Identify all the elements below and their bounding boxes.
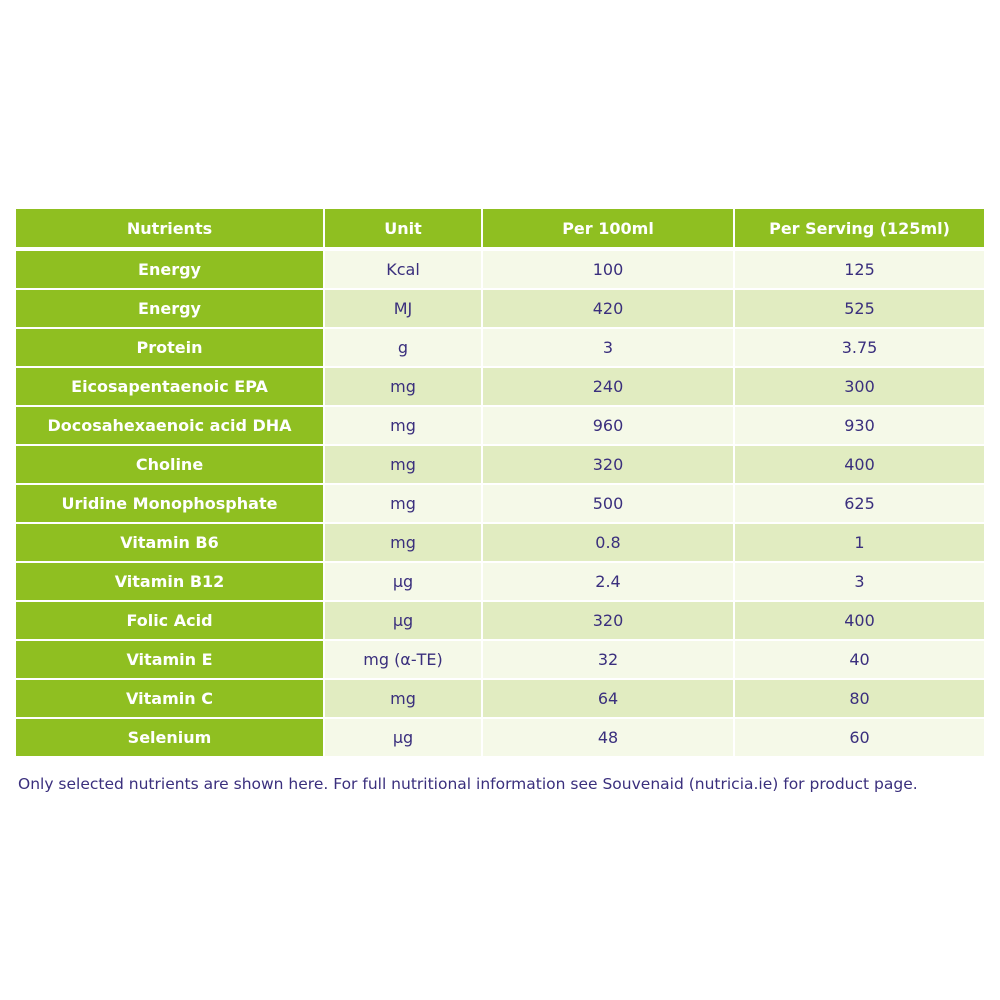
per-100ml-cell: 320 — [483, 602, 735, 641]
table-header-row: Nutrients Unit Per 100ml Per Serving (12… — [16, 209, 984, 251]
per-100ml-cell: 240 — [483, 368, 735, 407]
per-serving-cell: 300 — [735, 368, 984, 407]
header-per-serving: Per Serving (125ml) — [735, 209, 984, 251]
footnote: Only selected nutrients are shown here. … — [18, 775, 918, 793]
nutrition-table: Nutrients Unit Per 100ml Per Serving (12… — [16, 209, 984, 758]
nutrition-table-container: Nutrients Unit Per 100ml Per Serving (12… — [16, 209, 984, 758]
table-row: Selenium µg 48 60 — [16, 719, 984, 758]
nutrient-cell: Energy — [16, 251, 325, 290]
per-serving-cell: 400 — [735, 602, 984, 641]
nutrient-cell: Vitamin C — [16, 680, 325, 719]
per-100ml-cell: 0.8 — [483, 524, 735, 563]
unit-cell: Kcal — [325, 251, 483, 290]
per-100ml-cell: 64 — [483, 680, 735, 719]
per-serving-cell: 3 — [735, 563, 984, 602]
per-serving-cell: 3.75 — [735, 329, 984, 368]
per-serving-cell: 60 — [735, 719, 984, 758]
nutrient-cell: Uridine Monophosphate — [16, 485, 325, 524]
nutrient-cell: Folic Acid — [16, 602, 325, 641]
nutrient-cell: Energy — [16, 290, 325, 329]
per-100ml-cell: 32 — [483, 641, 735, 680]
nutrient-cell: Selenium — [16, 719, 325, 758]
unit-cell: mg — [325, 446, 483, 485]
header-per-100ml: Per 100ml — [483, 209, 735, 251]
unit-cell: g — [325, 329, 483, 368]
per-100ml-cell: 500 — [483, 485, 735, 524]
table-row: Protein g 3 3.75 — [16, 329, 984, 368]
unit-cell: mg (α-TE) — [325, 641, 483, 680]
nutrient-cell: Protein — [16, 329, 325, 368]
table-row: Uridine Monophosphate mg 500 625 — [16, 485, 984, 524]
per-serving-cell: 80 — [735, 680, 984, 719]
per-100ml-cell: 2.4 — [483, 563, 735, 602]
table-row: Eicosapentaenoic EPA mg 240 300 — [16, 368, 984, 407]
unit-cell: µg — [325, 563, 483, 602]
per-serving-cell: 1 — [735, 524, 984, 563]
per-100ml-cell: 420 — [483, 290, 735, 329]
unit-cell: mg — [325, 524, 483, 563]
table-body: Energy Kcal 100 125 Energy MJ 420 525 Protein g 3 3… — [16, 251, 984, 758]
unit-cell: mg — [325, 407, 483, 446]
unit-cell: mg — [325, 485, 483, 524]
per-100ml-cell: 960 — [483, 407, 735, 446]
nutrient-cell: Vitamin B12 — [16, 563, 325, 602]
per-serving-cell: 125 — [735, 251, 984, 290]
nutrient-cell: Docosahexaenoic acid DHA — [16, 407, 325, 446]
unit-cell: µg — [325, 719, 483, 758]
table-row: Docosahexaenoic acid DHA mg 960 930 — [16, 407, 984, 446]
nutrient-cell: Choline — [16, 446, 325, 485]
header-unit: Unit — [325, 209, 483, 251]
nutrient-cell: Vitamin B6 — [16, 524, 325, 563]
unit-cell: mg — [325, 680, 483, 719]
per-100ml-cell: 3 — [483, 329, 735, 368]
per-serving-cell: 400 — [735, 446, 984, 485]
table-row: Energy Kcal 100 125 — [16, 251, 984, 290]
nutrient-cell: Eicosapentaenoic EPA — [16, 368, 325, 407]
header-nutrients: Nutrients — [16, 209, 325, 251]
per-serving-cell: 930 — [735, 407, 984, 446]
per-serving-cell: 525 — [735, 290, 984, 329]
unit-cell: MJ — [325, 290, 483, 329]
per-serving-cell: 625 — [735, 485, 984, 524]
table-row: Vitamin B12 µg 2.4 3 — [16, 563, 984, 602]
nutrient-cell: Vitamin E — [16, 641, 325, 680]
table-row: Energy MJ 420 525 — [16, 290, 984, 329]
per-100ml-cell: 100 — [483, 251, 735, 290]
unit-cell: µg — [325, 602, 483, 641]
table-row: Choline mg 320 400 — [16, 446, 984, 485]
per-100ml-cell: 320 — [483, 446, 735, 485]
table-row: Vitamin B6 mg 0.8 1 — [16, 524, 984, 563]
per-serving-cell: 40 — [735, 641, 984, 680]
table-row: Folic Acid µg 320 400 — [16, 602, 984, 641]
unit-cell: mg — [325, 368, 483, 407]
per-100ml-cell: 48 — [483, 719, 735, 758]
